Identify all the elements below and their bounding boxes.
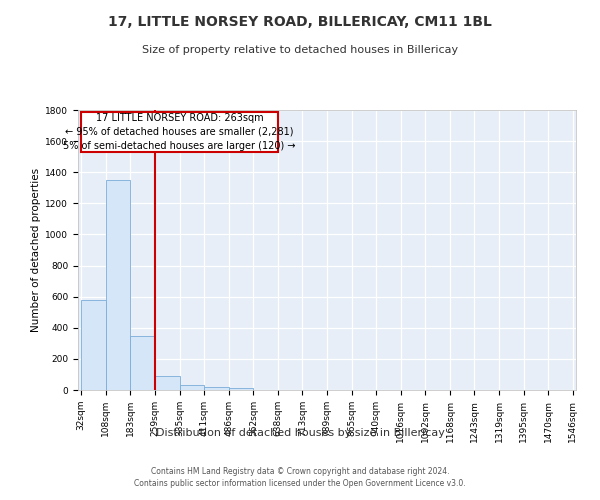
Text: Contains HM Land Registry data © Crown copyright and database right 2024.
Contai: Contains HM Land Registry data © Crown c…: [134, 466, 466, 487]
Bar: [204, 387, 229, 390]
Text: Distribution of detached houses by size in Billericay: Distribution of detached houses by size …: [155, 428, 445, 438]
Bar: [81, 300, 106, 390]
FancyBboxPatch shape: [81, 112, 278, 152]
Bar: [229, 388, 253, 390]
Text: 17 LITTLE NORSEY ROAD: 263sqm
← 95% of detached houses are smaller (2,281)
5% of: 17 LITTLE NORSEY ROAD: 263sqm ← 95% of d…: [64, 113, 296, 151]
Bar: [155, 376, 179, 390]
Bar: [130, 336, 155, 390]
Bar: [106, 180, 130, 390]
Bar: [179, 386, 204, 390]
Text: Size of property relative to detached houses in Billericay: Size of property relative to detached ho…: [142, 45, 458, 55]
Y-axis label: Number of detached properties: Number of detached properties: [31, 168, 41, 332]
Text: 17, LITTLE NORSEY ROAD, BILLERICAY, CM11 1BL: 17, LITTLE NORSEY ROAD, BILLERICAY, CM11…: [108, 15, 492, 29]
